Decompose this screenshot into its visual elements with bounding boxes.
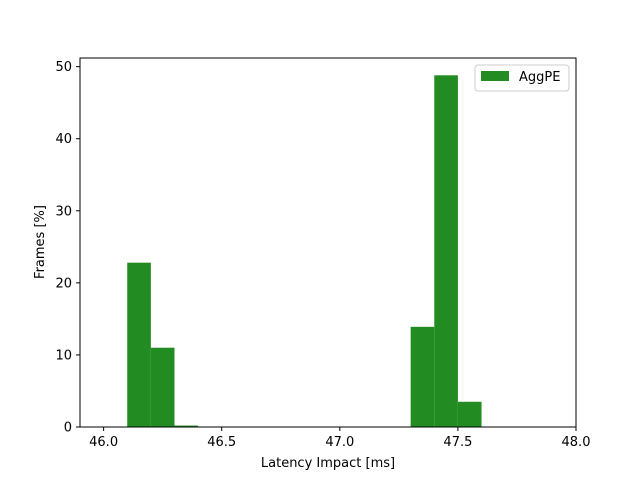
y-tick-label: 50: [55, 60, 72, 75]
plot-frame: [79, 57, 577, 428]
x-tick-label: 46.5: [207, 435, 236, 450]
histogram-bar-3: [174, 425, 199, 427]
x-tick-label: 47.5: [443, 435, 472, 450]
legend-swatch: [481, 71, 509, 81]
x-tick-label: 48.0: [562, 435, 591, 450]
y-tick-label: 30: [55, 204, 72, 219]
y-tick-label: 20: [55, 276, 72, 291]
histogram-bar-6: [457, 401, 482, 427]
legend: AggPE: [474, 64, 570, 92]
y-tick-label: 10: [55, 348, 72, 363]
histogram-bar-2: [150, 347, 175, 427]
histogram-bar-5: [434, 75, 458, 427]
x-tick-label: 47.0: [325, 435, 354, 450]
histogram-bar-4: [410, 326, 435, 427]
histogram-bar-1: [127, 262, 151, 427]
y-tick-label: 40: [55, 132, 72, 147]
y-tick-label: 0: [64, 421, 72, 436]
y-axis-title: Frames [%]: [33, 205, 48, 279]
x-tick-label: 46.0: [89, 435, 118, 450]
legend-label: AggPE: [519, 70, 560, 85]
x-axis-title: Latency Impact [ms]: [261, 456, 395, 471]
